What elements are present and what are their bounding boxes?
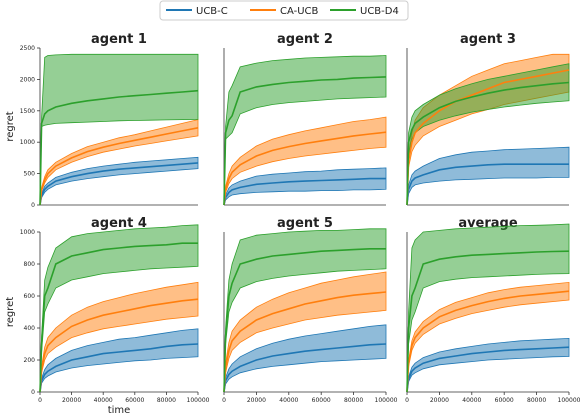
x-tick-label: 80000 — [157, 397, 176, 404]
x-tick-label: 60000 — [495, 397, 514, 404]
series-line-UCB-C — [223, 343, 387, 393]
series-line-UCB-C — [39, 343, 199, 393]
x-tick-label: 100000 — [187, 397, 210, 404]
panel-2: agent 3 — [406, 32, 570, 206]
panel-title: agent 2 — [277, 32, 333, 47]
legend-label-0: UCB-C — [196, 6, 228, 17]
legend-frame — [159, 0, 409, 21]
panel-0: agent 1 0 500 1000 1500 2000 2500 regret — [5, 32, 199, 209]
series-line-UCB-D4 — [406, 250, 570, 393]
panel-title: agent 3 — [460, 32, 516, 47]
series-band-UCB-D4 — [223, 55, 387, 206]
y-tick-label: 400 — [24, 325, 36, 332]
y-axis-label: regret — [5, 111, 16, 141]
x-tick-label: 0 — [405, 397, 409, 404]
x-tick-label: 40000 — [279, 397, 298, 404]
y-tick-label: 2000 — [20, 76, 35, 83]
series-line-CA-UCB — [39, 127, 199, 206]
series-band-UCB-D4 — [406, 223, 570, 393]
series-band-CA-UCB — [223, 116, 387, 206]
series-line-UCB-D4 — [223, 248, 386, 393]
x-tick-label: 40000 — [94, 397, 113, 404]
x-tick-label: 20000 — [247, 397, 266, 404]
x-tick-label: 0 — [38, 397, 42, 404]
legend-label-2: UCB-D4 — [360, 6, 399, 17]
y-tick-label: 1000 — [20, 229, 35, 236]
y-tick-label: 500 — [24, 171, 36, 178]
series-line-UCB-D4 — [406, 81, 570, 206]
y-tick-label: 1500 — [20, 108, 35, 115]
y-tick-label: 800 — [24, 261, 36, 268]
x-tick-label: 20000 — [62, 397, 81, 404]
legend-label-1: CA-UCB — [280, 6, 319, 17]
series-band-CA-UCB — [39, 119, 199, 206]
series-line-UCB-D4 — [223, 76, 387, 206]
panel-3: agent 4 0 200 400 600 800 1000 0 20000 40000 60000… — [5, 216, 210, 416]
series-line-CA-UCB — [406, 290, 570, 393]
y-tick-label: 1000 — [20, 139, 35, 146]
series-line-CA-UCB — [39, 298, 199, 393]
y-tick-label: 600 — [24, 293, 36, 300]
series-band-CA-UCB — [406, 281, 570, 393]
x-tick-label: 80000 — [344, 397, 363, 404]
y-tick-label: 200 — [24, 357, 36, 364]
x-tick-label: 100000 — [558, 397, 580, 404]
y-tick-label: 0 — [31, 202, 35, 209]
series-band-UCB-D4 — [406, 63, 570, 206]
series-band-UCB-C — [406, 337, 570, 393]
series-band-CA-UCB — [223, 271, 387, 393]
series-band-UCB-C — [223, 324, 387, 393]
panel-title: agent 1 — [91, 32, 147, 47]
series-line-UCB-D4 — [39, 242, 198, 393]
x-tick-label: 0 — [222, 397, 226, 404]
y-tick-label: 0 — [31, 389, 35, 396]
series-line-UCB-C — [406, 346, 570, 393]
series-line-UCB-D4 — [39, 89, 199, 206]
y-tick-label: 2500 — [20, 45, 35, 52]
series-line-CA-UCB — [406, 69, 570, 206]
x-tick-label: 40000 — [462, 397, 481, 404]
x-tick-label: 100000 — [375, 397, 398, 404]
panel-title: agent 4 — [91, 216, 147, 231]
x-tick-label: 60000 — [125, 397, 144, 404]
panel-title: agent 5 — [277, 216, 333, 231]
x-tick-label: 60000 — [312, 397, 331, 404]
panel-4: agent 5 0 20000 40000 60000 80000 100000 — [222, 216, 398, 404]
series-band-UCB-C — [406, 146, 570, 206]
panel-1: agent 2 — [223, 32, 387, 206]
series-line-UCB-C — [223, 177, 386, 206]
x-axis-label: time — [108, 405, 131, 416]
x-tick-label: 20000 — [430, 397, 449, 404]
series-line-UCB-C — [39, 162, 199, 206]
series-band-UCB-C — [39, 328, 199, 393]
series-line-CA-UCB — [223, 291, 387, 393]
y-axis-label: regret — [5, 297, 16, 327]
series-line-CA-UCB — [223, 131, 387, 206]
legend: UCB-C CA-UCB UCB-D4 — [159, 0, 409, 21]
series-line-UCB-C — [406, 163, 569, 206]
series-band-UCB-D4 — [39, 224, 199, 393]
x-tick-label: 80000 — [527, 397, 546, 404]
series-band-UCB-D4 — [39, 53, 199, 206]
